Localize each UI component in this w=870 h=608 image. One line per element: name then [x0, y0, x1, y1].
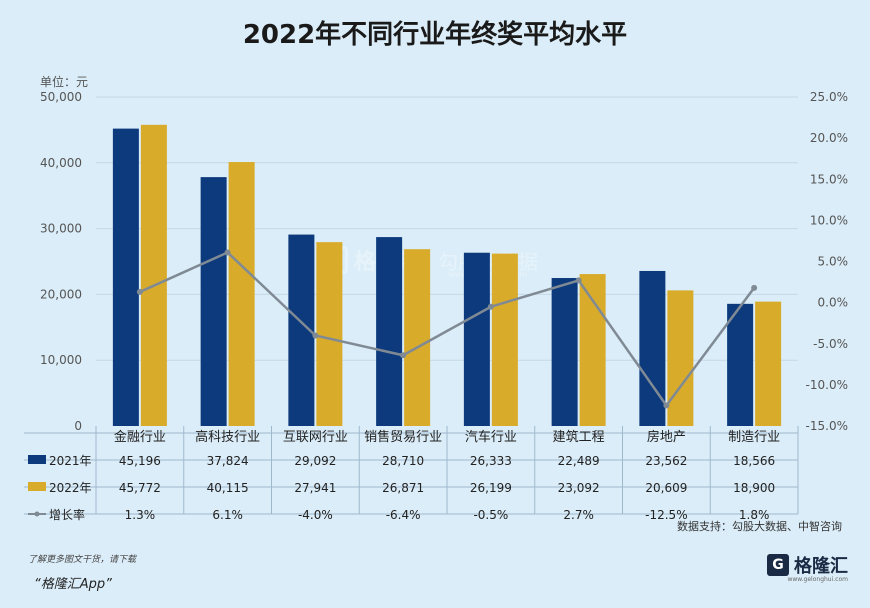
table-value: 1.3% [125, 508, 156, 522]
growth-point [575, 277, 582, 284]
brand-logo-icon: G [767, 554, 789, 576]
bar-2022 [491, 253, 518, 426]
legend-swatch [28, 482, 46, 491]
table-value: 37,824 [207, 454, 249, 468]
table-value: 45,196 [119, 454, 161, 468]
legend-label: 增长率 [49, 507, 85, 522]
y2-tick-label: 0.0% [818, 296, 849, 310]
table-value: 18,566 [733, 454, 775, 468]
y-tick-label: 20,000 [40, 287, 82, 301]
y2-tick-label: 25.0% [810, 90, 848, 104]
table-value: 28,710 [382, 454, 424, 468]
category-label: 房地产 [647, 429, 686, 445]
legend-label: 2022年 [49, 481, 92, 495]
bar-2022 [404, 249, 431, 426]
y2-tick-label: 10.0% [810, 213, 848, 227]
footer-note: 了解更多图文干货，请下载 [28, 555, 137, 565]
brand-logo: G 格隆汇 [767, 552, 848, 578]
table-value: 6.1% [212, 508, 243, 522]
growth-point [224, 249, 231, 256]
bar-2021 [639, 270, 666, 426]
category-label: 互联网行业 [283, 430, 348, 445]
bar-2021 [727, 303, 754, 426]
table-value: -6.4% [386, 508, 421, 522]
table-value: -12.5% [645, 508, 687, 522]
brand-name: 格隆汇 [794, 556, 848, 577]
table-value: 1.8% [739, 508, 770, 522]
category-label: 制造行业 [728, 430, 780, 445]
bar-2022 [140, 124, 167, 426]
growth-point [400, 352, 407, 359]
chart-title: 2022年不同行业年终奖平均水平 [242, 20, 628, 50]
legend-swatch [28, 455, 46, 464]
table-value: -4.0% [298, 508, 333, 522]
y2-tick-label: -10.0% [806, 378, 848, 392]
bar-2022 [579, 274, 606, 426]
y-tick-label: 30,000 [40, 222, 82, 236]
source-note: 数据支持：勾股大数据、中智咨询 [677, 520, 842, 533]
bar-2021 [551, 278, 578, 426]
table-value: 27,941 [294, 481, 336, 495]
y-tick-label: 50,000 [40, 90, 82, 104]
category-label: 建筑工程 [553, 429, 605, 445]
table-value: 29,092 [294, 454, 336, 468]
category-label: 高科技行业 [195, 429, 260, 445]
growth-line [139, 250, 756, 408]
table-value: 20,609 [645, 481, 687, 495]
y-tick-label: 0 [74, 419, 82, 433]
legend-swatch-marker [34, 511, 40, 517]
growth-point [663, 402, 670, 409]
y2-tick-label: 5.0% [818, 255, 849, 269]
category-label: 金融行业 [114, 429, 166, 445]
bar-2022 [316, 242, 343, 426]
category-label: 汽车行业 [465, 429, 517, 445]
bar-2021 [200, 177, 227, 426]
table-value: -0.5% [473, 508, 508, 522]
category-label: 销售贸易行业 [364, 429, 442, 445]
bar-2021 [463, 252, 490, 426]
growth-point [312, 332, 319, 339]
table-value: 45,772 [119, 481, 161, 495]
unit-label: 单位：元 [40, 75, 89, 89]
table-value: 23,092 [558, 481, 600, 495]
table-value: 26,333 [470, 454, 512, 468]
footer-app: “格隆汇App” [34, 577, 112, 592]
brand-url: www.gelonghui.com [787, 576, 848, 583]
table-value: 40,115 [207, 481, 249, 495]
table-value: 18,900 [733, 481, 775, 495]
table-value: 22,489 [558, 454, 600, 468]
y2-tick-label: -5.0% [813, 337, 848, 351]
bar-2022 [755, 301, 782, 426]
y2-tick-label: -15.0% [806, 419, 848, 433]
bar-2022 [228, 162, 255, 426]
growth-point [751, 284, 758, 291]
legend-label: 2021年 [49, 454, 92, 468]
y2-tick-label: 20.0% [810, 131, 848, 145]
bar-2021 [376, 237, 403, 426]
table-value: 2.7% [563, 508, 594, 522]
y-tick-label: 40,000 [40, 156, 82, 170]
table-value: 23,562 [645, 454, 687, 468]
table-value: 26,199 [470, 481, 512, 495]
table-value: 26,871 [382, 481, 424, 495]
bar-2022 [667, 290, 694, 426]
growth-point [136, 288, 143, 295]
y-tick-label: 10,000 [40, 353, 82, 367]
y2-tick-label: 15.0% [810, 172, 848, 186]
growth-point [487, 303, 494, 310]
bar-2021 [112, 128, 139, 426]
